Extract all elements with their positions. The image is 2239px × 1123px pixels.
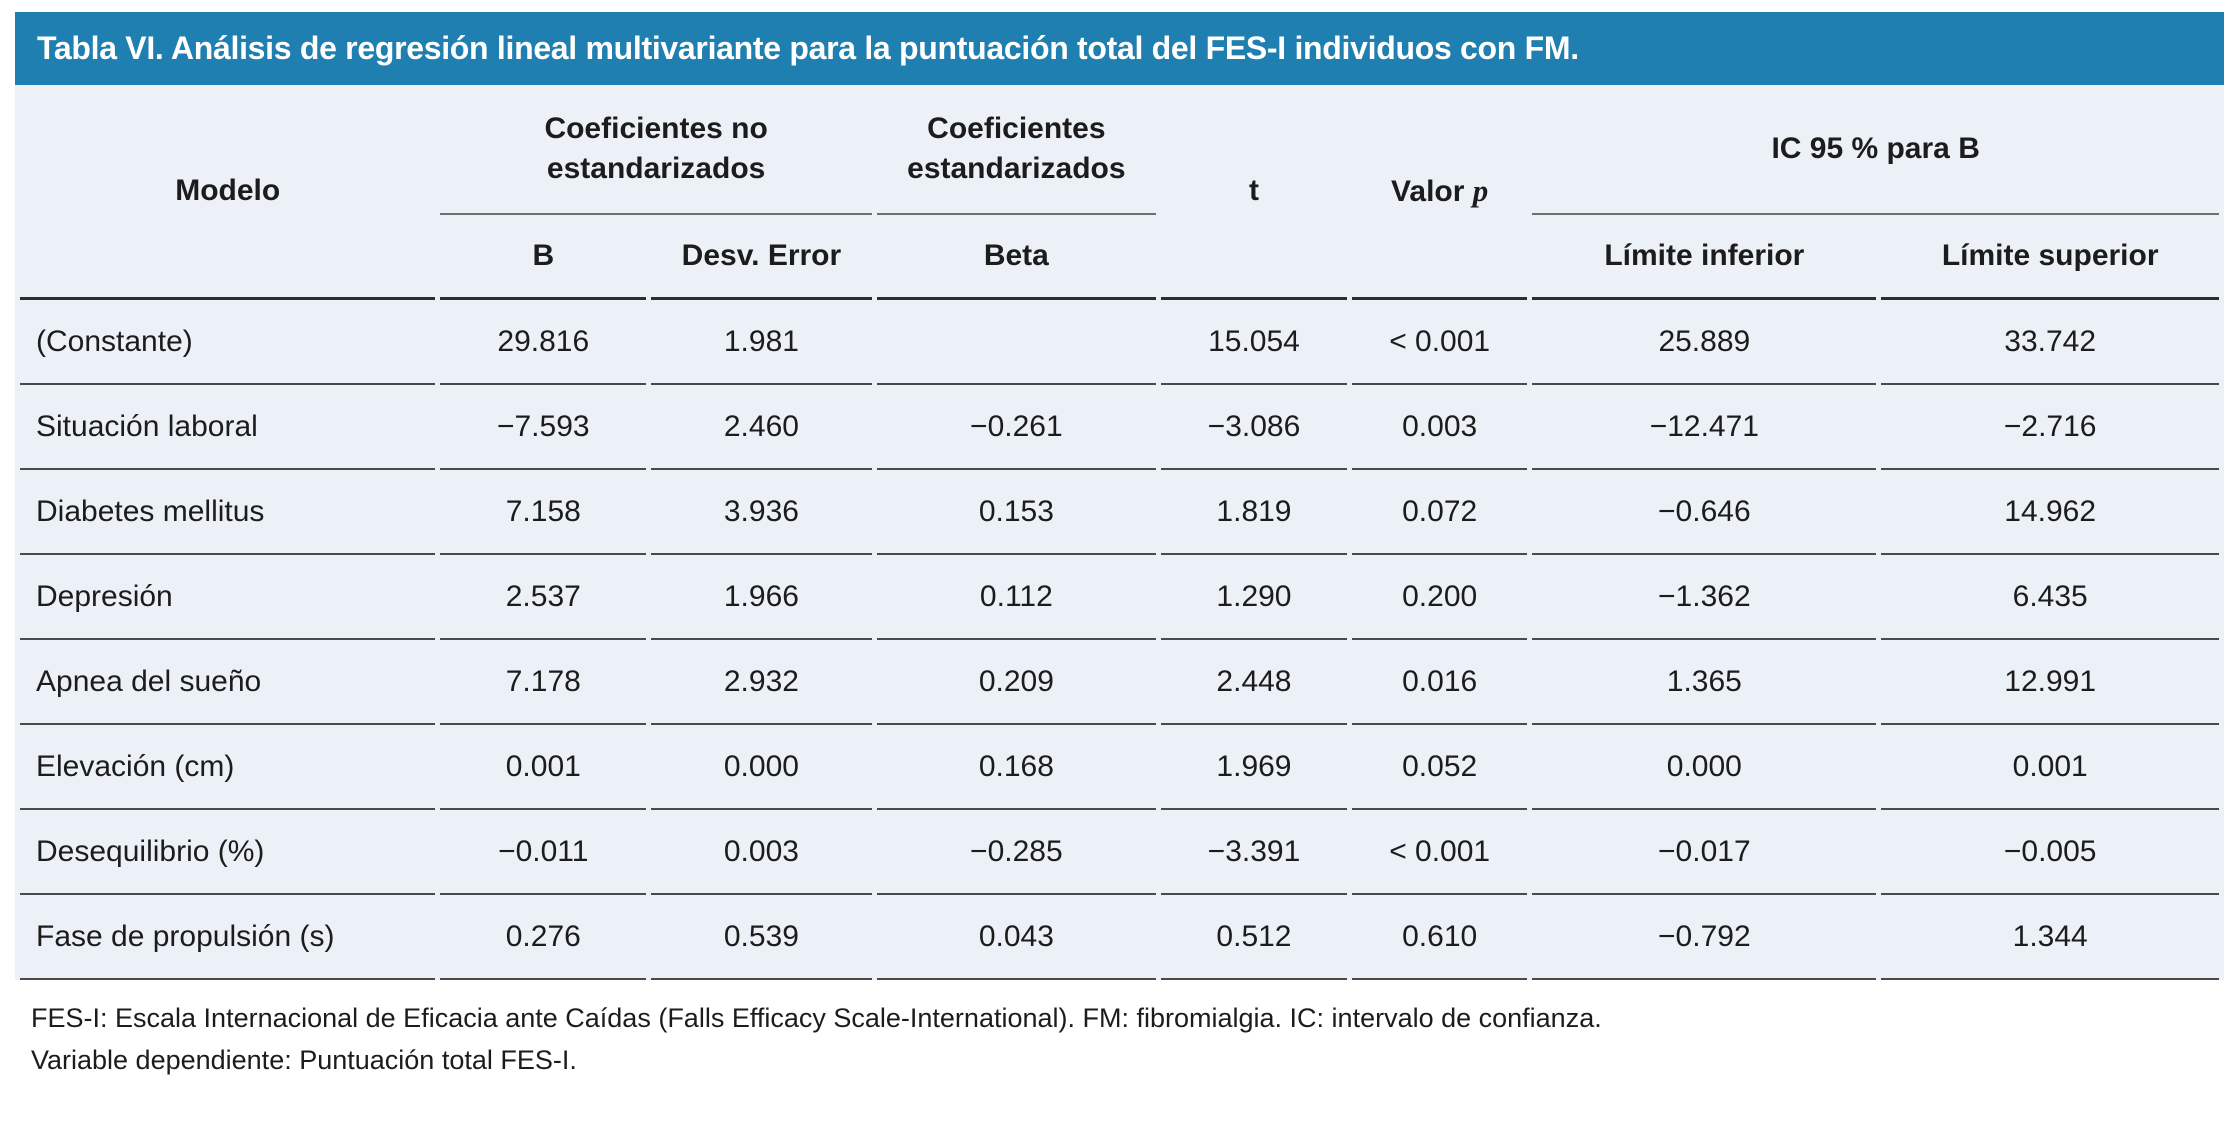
limite-inferior-cell: 1.365 bbox=[1532, 640, 1877, 725]
model-cell: Apnea del sueño bbox=[20, 640, 436, 725]
b-cell: 0.001 bbox=[440, 725, 647, 810]
header-beta: Beta bbox=[876, 215, 1156, 300]
t-cell: 2.448 bbox=[1160, 640, 1348, 725]
header-group-row: Modelo Coeficientes no estandarizados Co… bbox=[20, 85, 2219, 300]
footnote-dependent-variable: Variable dependiente: Puntuación total F… bbox=[31, 1044, 577, 1075]
header-group-ic95: IC 95 % para B bbox=[1532, 85, 2219, 215]
beta-cell: 0.168 bbox=[876, 725, 1156, 810]
limite-superior-cell: 1.344 bbox=[1881, 895, 2219, 980]
table-row: Depresión 2.537 1.966 0.112 1.290 0.200 … bbox=[20, 555, 2219, 640]
p-value-cell: 0.016 bbox=[1352, 640, 1528, 725]
p-value-cell: 0.003 bbox=[1352, 385, 1528, 470]
header-group-unstandardized: Coeficientes no estandarizados bbox=[440, 85, 872, 215]
model-cell: Desequilibrio (%) bbox=[20, 810, 436, 895]
desv-error-cell: 0.003 bbox=[651, 810, 872, 895]
header-limite-inferior: Límite inferior bbox=[1532, 215, 1877, 300]
table-row: Fase de propulsión (s) 0.276 0.539 0.043… bbox=[20, 895, 2219, 980]
limite-inferior-cell: −12.471 bbox=[1532, 385, 1877, 470]
beta-cell: 0.209 bbox=[876, 640, 1156, 725]
header-b: B bbox=[440, 215, 647, 300]
model-cell: Diabetes mellitus bbox=[20, 470, 436, 555]
b-cell: 29.816 bbox=[440, 300, 647, 385]
t-cell: 15.054 bbox=[1160, 300, 1348, 385]
b-cell: −0.011 bbox=[440, 810, 647, 895]
table-title: Tabla VI. Análisis de regresión lineal m… bbox=[37, 30, 1579, 66]
t-cell: −3.086 bbox=[1160, 385, 1348, 470]
p-value-cell: 0.200 bbox=[1352, 555, 1528, 640]
limite-inferior-cell: 25.889 bbox=[1532, 300, 1877, 385]
table-body: (Constante) 29.816 1.981 15.054 < 0.001 … bbox=[20, 300, 2219, 980]
model-cell: Fase de propulsión (s) bbox=[20, 895, 436, 980]
limite-superior-cell: −2.716 bbox=[1881, 385, 2219, 470]
model-cell: Elevación (cm) bbox=[20, 725, 436, 810]
desv-error-cell: 1.966 bbox=[651, 555, 872, 640]
beta-cell bbox=[876, 300, 1156, 385]
b-cell: 0.276 bbox=[440, 895, 647, 980]
t-cell: 0.512 bbox=[1160, 895, 1348, 980]
header-desv-error: Desv. Error bbox=[651, 215, 872, 300]
header-sub-row: B Desv. Error Beta Límite inferior Límit… bbox=[20, 215, 2219, 300]
beta-cell: −0.285 bbox=[876, 810, 1156, 895]
t-cell: 1.290 bbox=[1160, 555, 1348, 640]
table-row: Situación laboral −7.593 2.460 −0.261 −3… bbox=[20, 385, 2219, 470]
table-footnotes: FES-I: Escala Internacional de Eficacia … bbox=[15, 998, 2224, 1082]
table-row: Diabetes mellitus 7.158 3.936 0.153 1.81… bbox=[20, 470, 2219, 555]
desv-error-cell: 2.460 bbox=[651, 385, 872, 470]
regression-table: Modelo Coeficientes no estandarizados Co… bbox=[15, 85, 2224, 980]
desv-error-cell: 2.932 bbox=[651, 640, 872, 725]
limite-inferior-cell: −1.362 bbox=[1532, 555, 1877, 640]
header-t: t bbox=[1160, 85, 1348, 300]
desv-error-cell: 3.936 bbox=[651, 470, 872, 555]
model-cell: Depresión bbox=[20, 555, 436, 640]
model-cell: (Constante) bbox=[20, 300, 436, 385]
b-cell: 7.178 bbox=[440, 640, 647, 725]
t-cell: 1.969 bbox=[1160, 725, 1348, 810]
p-value-cell: 0.052 bbox=[1352, 725, 1528, 810]
p-value-cell: < 0.001 bbox=[1352, 300, 1528, 385]
limite-inferior-cell: 0.000 bbox=[1532, 725, 1877, 810]
beta-cell: −0.261 bbox=[876, 385, 1156, 470]
table-row: Desequilibrio (%) −0.011 0.003 −0.285 −3… bbox=[20, 810, 2219, 895]
p-value-cell: < 0.001 bbox=[1352, 810, 1528, 895]
limite-superior-cell: 33.742 bbox=[1881, 300, 2219, 385]
desv-error-cell: 1.981 bbox=[651, 300, 872, 385]
limite-superior-cell: 6.435 bbox=[1881, 555, 2219, 640]
p-value-cell: 0.610 bbox=[1352, 895, 1528, 980]
limite-inferior-cell: −0.646 bbox=[1532, 470, 1877, 555]
beta-cell: 0.043 bbox=[876, 895, 1156, 980]
beta-cell: 0.153 bbox=[876, 470, 1156, 555]
header-modelo: Modelo bbox=[20, 85, 436, 300]
valor-label: Valor bbox=[1391, 174, 1465, 208]
model-cell: Situación laboral bbox=[20, 385, 436, 470]
header-group-standardized: Coeficientes estandarizados bbox=[876, 85, 1156, 215]
limite-inferior-cell: −0.792 bbox=[1532, 895, 1877, 980]
b-cell: −7.593 bbox=[440, 385, 647, 470]
t-cell: −3.391 bbox=[1160, 810, 1348, 895]
p-italic-label: p bbox=[1472, 172, 1489, 208]
t-cell: 1.819 bbox=[1160, 470, 1348, 555]
desv-error-cell: 0.000 bbox=[651, 725, 872, 810]
header-valor-p: Valor p bbox=[1352, 85, 1528, 300]
b-cell: 2.537 bbox=[440, 555, 647, 640]
limite-superior-cell: 12.991 bbox=[1881, 640, 2219, 725]
table-header: Modelo Coeficientes no estandarizados Co… bbox=[20, 85, 2219, 300]
beta-cell: 0.112 bbox=[876, 555, 1156, 640]
limite-superior-cell: 0.001 bbox=[1881, 725, 2219, 810]
header-limite-superior: Límite superior bbox=[1881, 215, 2219, 300]
table-row: Apnea del sueño 7.178 2.932 0.209 2.448 … bbox=[20, 640, 2219, 725]
table-row: Elevación (cm) 0.001 0.000 0.168 1.969 0… bbox=[20, 725, 2219, 810]
footnote-abbreviations: FES-I: Escala Internacional de Eficacia … bbox=[31, 1003, 1602, 1033]
table-row: (Constante) 29.816 1.981 15.054 < 0.001 … bbox=[20, 300, 2219, 385]
limite-superior-cell: −0.005 bbox=[1881, 810, 2219, 895]
b-cell: 7.158 bbox=[440, 470, 647, 555]
table-title-bar: Tabla VI. Análisis de regresión lineal m… bbox=[15, 12, 2224, 85]
desv-error-cell: 0.539 bbox=[651, 895, 872, 980]
limite-inferior-cell: −0.017 bbox=[1532, 810, 1877, 895]
limite-superior-cell: 14.962 bbox=[1881, 470, 2219, 555]
p-value-cell: 0.072 bbox=[1352, 470, 1528, 555]
